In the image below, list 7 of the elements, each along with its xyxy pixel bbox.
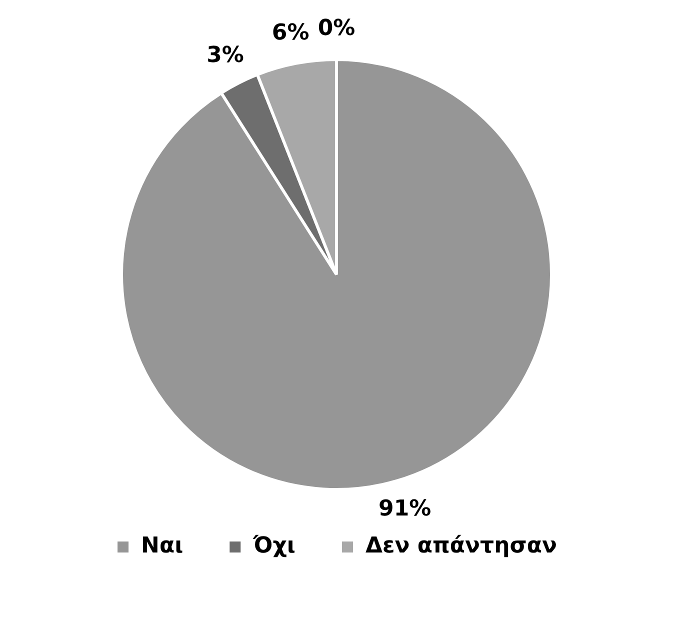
data-label: 3% bbox=[206, 42, 244, 68]
data-label: 6% bbox=[272, 20, 310, 46]
legend-label: Όχι bbox=[252, 534, 296, 559]
legend-label: Δεν απάντησαν bbox=[365, 534, 557, 559]
data-label: 91% bbox=[378, 496, 432, 522]
legend-label: Ναι bbox=[141, 534, 184, 559]
text: 0% bbox=[318, 16, 356, 42]
